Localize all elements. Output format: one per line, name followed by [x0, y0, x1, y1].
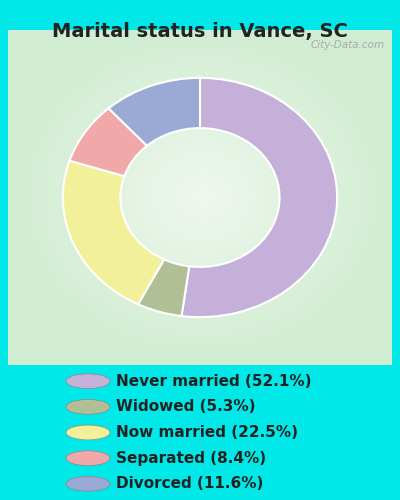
Text: Marital status in Vance, SC: Marital status in Vance, SC — [52, 22, 348, 42]
Circle shape — [66, 425, 110, 440]
Text: Divorced (11.6%): Divorced (11.6%) — [116, 476, 263, 492]
Circle shape — [66, 450, 110, 466]
Wedge shape — [138, 260, 189, 316]
Wedge shape — [182, 78, 337, 317]
Circle shape — [66, 400, 110, 414]
Wedge shape — [70, 108, 147, 176]
Circle shape — [66, 476, 110, 491]
Text: Separated (8.4%): Separated (8.4%) — [116, 450, 266, 466]
Wedge shape — [63, 160, 164, 304]
Circle shape — [66, 374, 110, 388]
Text: Never married (52.1%): Never married (52.1%) — [116, 374, 312, 388]
Text: Now married (22.5%): Now married (22.5%) — [116, 425, 298, 440]
Wedge shape — [108, 78, 200, 146]
Text: City-Data.com: City-Data.com — [310, 40, 384, 50]
Text: Widowed (5.3%): Widowed (5.3%) — [116, 400, 256, 414]
